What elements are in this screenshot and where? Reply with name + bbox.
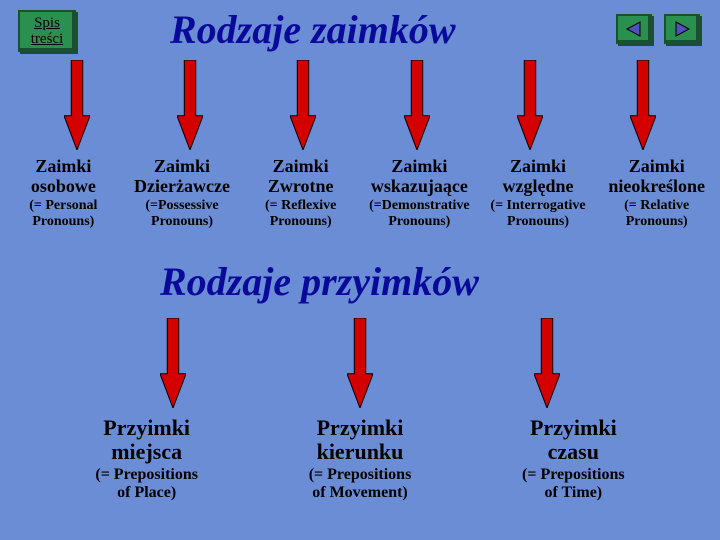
prepositions-title: Rodzaje przyimków: [160, 258, 479, 305]
preposition-column-sub: (= Prepositions of Movement): [253, 466, 466, 502]
pronoun-column-sub: (= Interrogative Pronouns): [481, 198, 596, 230]
pronoun-column-sub: (= Relative Pronouns): [599, 198, 714, 230]
down-arrow-icon: [177, 60, 203, 150]
down-arrow-icon: [160, 318, 186, 408]
down-arrow-icon: [630, 60, 656, 150]
pronoun-column[interactable]: Zaimki nieokreślone(= Relative Pronouns): [597, 156, 716, 230]
preposition-arrows: [0, 318, 720, 408]
pronoun-column[interactable]: Zaimki Zwrotne(= Reflexive Pronouns): [241, 156, 360, 230]
next-button[interactable]: [664, 14, 700, 44]
pronoun-column-sub: (= Reflexive Pronouns): [243, 198, 358, 230]
pronoun-column-title: Zaimki Zwrotne: [243, 156, 358, 196]
pronoun-column-sub: (=Demonstrative Pronouns): [362, 198, 477, 230]
preposition-column-title: Przyimki czasu: [467, 416, 680, 464]
pronoun-columns: Zaimki osobowe(= Personal Pronouns)Zaimk…: [0, 156, 720, 230]
triangle-left-icon: [625, 20, 643, 38]
preposition-column-sub: (= Prepositions of Time): [467, 466, 680, 502]
toc-label: Spis treści: [20, 15, 74, 47]
toc-button[interactable]: Spis treści: [18, 10, 76, 52]
pronoun-column-sub: (=Possessive Pronouns): [125, 198, 240, 230]
down-arrow-icon: [347, 318, 373, 408]
pronoun-column-title: Zaimki osobowe: [6, 156, 121, 196]
down-arrow-icon: [290, 60, 316, 150]
down-arrow-icon: [534, 318, 560, 408]
down-arrow-icon: [404, 60, 430, 150]
triangle-right-icon: [673, 20, 691, 38]
pronoun-column-title: Zaimki wskazujaące: [362, 156, 477, 196]
down-arrow-icon: [517, 60, 543, 150]
pronoun-column-title: Zaimki Dzierżawcze: [125, 156, 240, 196]
preposition-column[interactable]: Przyimki czasu(= Prepositions of Time): [467, 416, 680, 502]
prev-button[interactable]: [616, 14, 652, 44]
pronoun-column[interactable]: Zaimki osobowe(= Personal Pronouns): [4, 156, 123, 230]
pronoun-column[interactable]: Zaimki względne(= Interrogative Pronouns…: [479, 156, 598, 230]
preposition-column-sub: (= Prepositions of Place): [40, 466, 253, 502]
down-arrow-icon: [64, 60, 90, 150]
pronoun-column-title: Zaimki nieokreślone: [599, 156, 714, 196]
nav-buttons: [616, 14, 700, 44]
pronoun-column-sub: (= Personal Pronouns): [6, 198, 121, 230]
preposition-columns: Przyimki miejsca(= Prepositions of Place…: [0, 416, 720, 502]
preposition-column-title: Przyimki kierunku: [253, 416, 466, 464]
preposition-column[interactable]: Przyimki miejsca(= Prepositions of Place…: [40, 416, 253, 502]
pronoun-column[interactable]: Zaimki Dzierżawcze(=Possessive Pronouns): [123, 156, 242, 230]
preposition-column-title: Przyimki miejsca: [40, 416, 253, 464]
preposition-column[interactable]: Przyimki kierunku(= Prepositions of Move…: [253, 416, 466, 502]
pronouns-title: Rodzaje zaimków: [170, 6, 456, 53]
pronoun-arrows: [0, 60, 720, 150]
pronoun-column[interactable]: Zaimki wskazujaące(=Demonstrative Pronou…: [360, 156, 479, 230]
pronoun-column-title: Zaimki względne: [481, 156, 596, 196]
